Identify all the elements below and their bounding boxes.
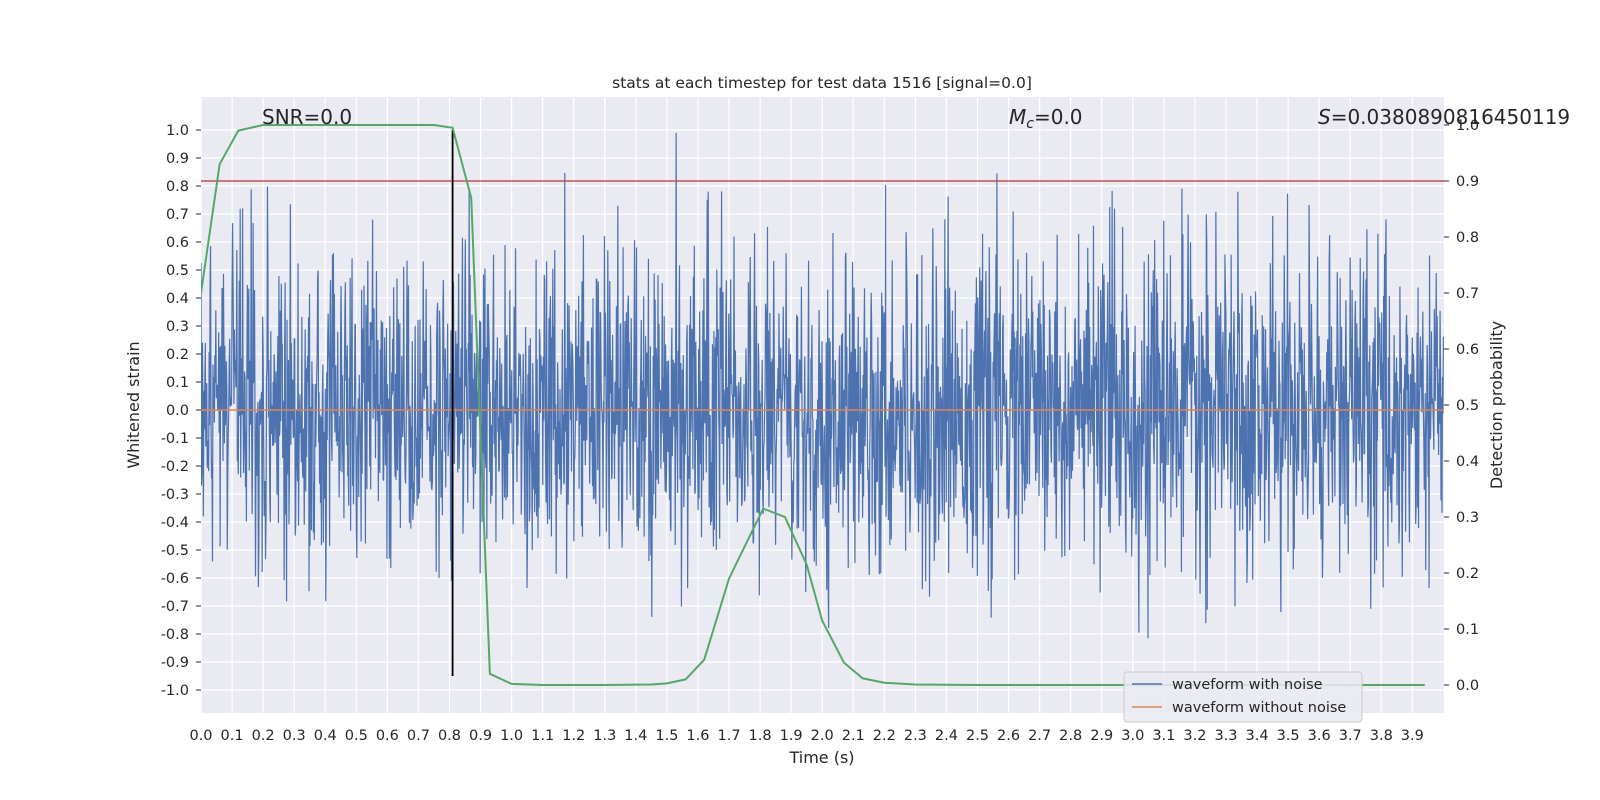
x-tick-label: 0.6 (376, 728, 399, 744)
x-tick-label: 2.1 (842, 728, 865, 744)
x-axis-ticks: 0.0 0.1 0.2 0.3 0.4 0.5 0.6 0.7 0.8 0.9 1.0 1.1 1.2 1… (189, 728, 1423, 744)
x-tick-label: 2.4 (935, 728, 958, 744)
mc-value: =0.0 (1034, 105, 1083, 129)
y-tick-label: 0.5 (166, 263, 189, 279)
x-tick-label: 3.7 (1339, 728, 1362, 744)
x-tick-label: 1.9 (780, 728, 803, 744)
x-tick-label: 1.2 (562, 728, 585, 744)
x-tick-label: 0.4 (314, 728, 337, 744)
x-tick-label: 1.1 (531, 728, 554, 744)
x-tick-label: 1.5 (655, 728, 678, 744)
y2-tick-label: 0.4 (1456, 454, 1479, 470)
annotation-s: S=0.038089081645011​9 (1318, 105, 1570, 129)
y-tick-label: -0.5 (161, 543, 189, 559)
y2-tick-label: 0.5 (1456, 398, 1479, 414)
y2-tick-label: 0.8 (1456, 230, 1479, 246)
x-tick-label: 0.5 (345, 728, 368, 744)
x-tick-label: 0.3 (283, 728, 306, 744)
annotation-chirp-mass: Mc=0.0 (1009, 105, 1083, 132)
x-tick-label: 2.8 (1059, 728, 1082, 744)
annotation-snr: SNR=0.0 (262, 105, 352, 129)
x-tick-label: 3.9 (1401, 728, 1424, 744)
y-tick-label: -0.6 (161, 571, 189, 587)
y2-tick-label: 0.2 (1456, 566, 1479, 582)
series-waveform-with-noise (201, 132, 1444, 639)
y-tick-label: -1.0 (161, 683, 189, 699)
chart-title: stats at each timestep for test data 151… (612, 74, 1032, 92)
y-tick-label: 0.9 (166, 151, 189, 167)
y-tick-label: -0.4 (161, 515, 189, 531)
x-tick-label: 3.3 (1214, 728, 1237, 744)
y2-axis-ticks: 1.0 0.9 0.8 0.7 0.6 0.5 0.4 0.3 0.2 0.1 0.0 (1444, 118, 1479, 694)
y-tick-label: 0.6 (166, 235, 189, 251)
x-tick-label: 3.2 (1183, 728, 1206, 744)
x-tick-label: 0.8 (438, 728, 461, 744)
y-axis-ticks: 1.0 0.9 0.8 0.7 0.6 0.5 0.4 0.3 0.2 0.1 0.0 -0.1 -0.… (161, 123, 201, 699)
s-symbol: S (1318, 105, 1331, 129)
y-tick-label: -0.1 (161, 431, 189, 447)
y-tick-label: -0.9 (161, 655, 189, 671)
y-tick-label: -0.7 (161, 599, 189, 615)
x-tick-label: 0.1 (221, 728, 244, 744)
s-value: =0.038089081645011​9 (1331, 105, 1570, 129)
y-axis-label: Whitened strain (124, 341, 143, 468)
y-tick-label: 0.3 (166, 319, 189, 335)
y2-tick-label: 0.3 (1456, 510, 1479, 526)
x-tick-label: 0.2 (252, 728, 275, 744)
y2-axis-label: Detection probability (1487, 321, 1506, 489)
y-tick-label: 0.2 (166, 347, 189, 363)
x-tick-label: 3.4 (1246, 728, 1269, 744)
y2-tick-label: 1.0 (1456, 118, 1479, 134)
x-tick-label: 3.0 (1121, 728, 1144, 744)
x-tick-label: 0.7 (407, 728, 430, 744)
legend-label-clean: waveform without noise (1172, 700, 1346, 716)
x-tick-label: 1.3 (593, 728, 616, 744)
y-tick-label: -0.3 (161, 487, 189, 503)
x-tick-label: 1.0 (500, 728, 523, 744)
y2-tick-label: 0.1 (1456, 622, 1479, 638)
x-tick-label: 1.4 (624, 728, 647, 744)
y-tick-label: 0.0 (166, 403, 189, 419)
x-tick-label: 2.2 (873, 728, 896, 744)
y-tick-label: -0.2 (161, 459, 189, 475)
y2-tick-label: 0.7 (1456, 286, 1479, 302)
x-tick-label: 1.7 (717, 728, 740, 744)
legend: waveform with noise waveform without noi… (1123, 671, 1363, 723)
y-tick-label: 0.8 (166, 179, 189, 195)
y-tick-label: 0.7 (166, 207, 189, 223)
x-tick-label: 2.7 (1028, 728, 1051, 744)
y-tick-label: 1.0 (166, 123, 189, 139)
x-tick-label: 3.6 (1308, 728, 1331, 744)
x-tick-label: 2.6 (997, 728, 1020, 744)
x-tick-label: 3.8 (1370, 728, 1393, 744)
legend-box (1123, 671, 1363, 723)
x-tick-label: 1.8 (749, 728, 772, 744)
x-tick-label: 3.1 (1152, 728, 1175, 744)
x-tick-label: 1.6 (686, 728, 709, 744)
y-tick-label: -0.8 (161, 627, 189, 643)
legend-label-noise: waveform with noise (1172, 677, 1323, 693)
mc-subscript: c (1026, 116, 1034, 132)
mc-symbol: M (1009, 105, 1026, 129)
x-tick-label: 0.0 (189, 728, 212, 744)
x-tick-label: 2.9 (1090, 728, 1113, 744)
noise-trace (201, 132, 1444, 639)
y2-tick-label: 0.9 (1456, 174, 1479, 190)
x-tick-label: 2.0 (811, 728, 834, 744)
y2-tick-label: 0.6 (1456, 342, 1479, 358)
x-tick-label: 2.3 (904, 728, 927, 744)
x-axis-label: Time (s) (788, 748, 854, 767)
x-tick-label: 3.5 (1277, 728, 1300, 744)
y-tick-label: 0.1 (166, 375, 189, 391)
y2-tick-label: 0.0 (1456, 678, 1479, 694)
overlay-lines (201, 124, 1444, 686)
x-tick-label: 0.9 (469, 728, 492, 744)
y-tick-label: 0.4 (166, 291, 189, 307)
x-tick-label: 2.5 (966, 728, 989, 744)
